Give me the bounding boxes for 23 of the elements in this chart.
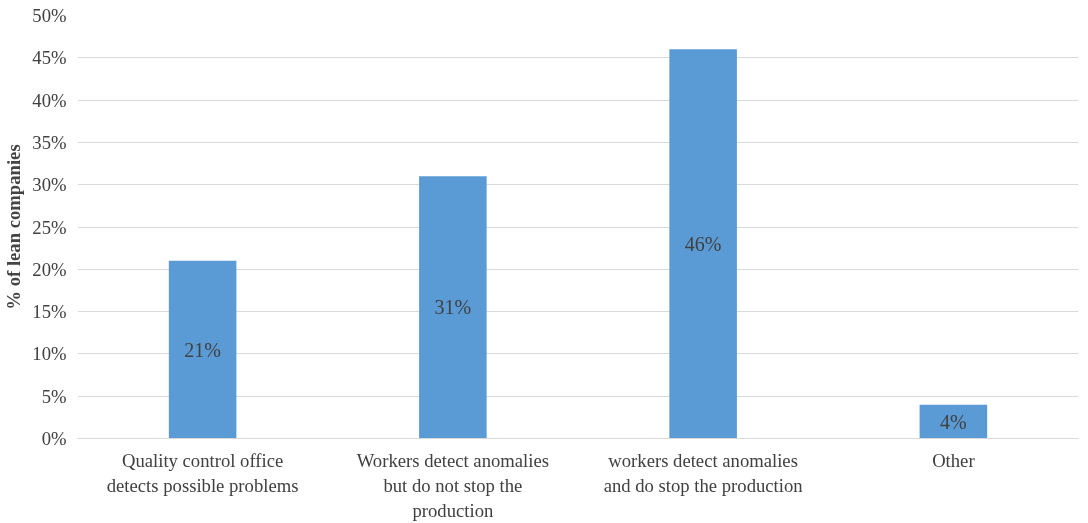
y-tick-label: 30% <box>32 174 67 196</box>
data-label: 31% <box>434 296 472 319</box>
bar <box>419 176 487 439</box>
y-tick-label: 25% <box>32 216 67 238</box>
data-label: 4% <box>940 410 967 433</box>
data-label: 46% <box>684 232 722 255</box>
y-tick-label: 35% <box>32 131 67 153</box>
x-tick-label: Quality control office detects possible problems <box>106 449 299 496</box>
y-tick-label: 50% <box>32 5 67 26</box>
bar <box>669 49 737 439</box>
data-label: 21% <box>184 338 221 361</box>
y-tick-label: 15% <box>32 301 67 323</box>
x-tick-label: Other <box>932 449 976 471</box>
x-tick-label: workers detect anomalies and do stop the production <box>603 449 804 496</box>
x-tick-label: Workers detect anomalies but do not stop the production <box>356 449 550 521</box>
bar <box>168 260 237 439</box>
y-tick-label: 45% <box>32 47 67 69</box>
y-tick-label: 0% <box>41 428 67 449</box>
y-tick-label: 20% <box>32 258 67 280</box>
y-tick-label: 5% <box>41 385 67 407</box>
y-tick-label: 40% <box>32 89 67 111</box>
y-tick-label: 10% <box>32 343 67 365</box>
y-axis-title: % of lean companies <box>3 144 25 310</box>
